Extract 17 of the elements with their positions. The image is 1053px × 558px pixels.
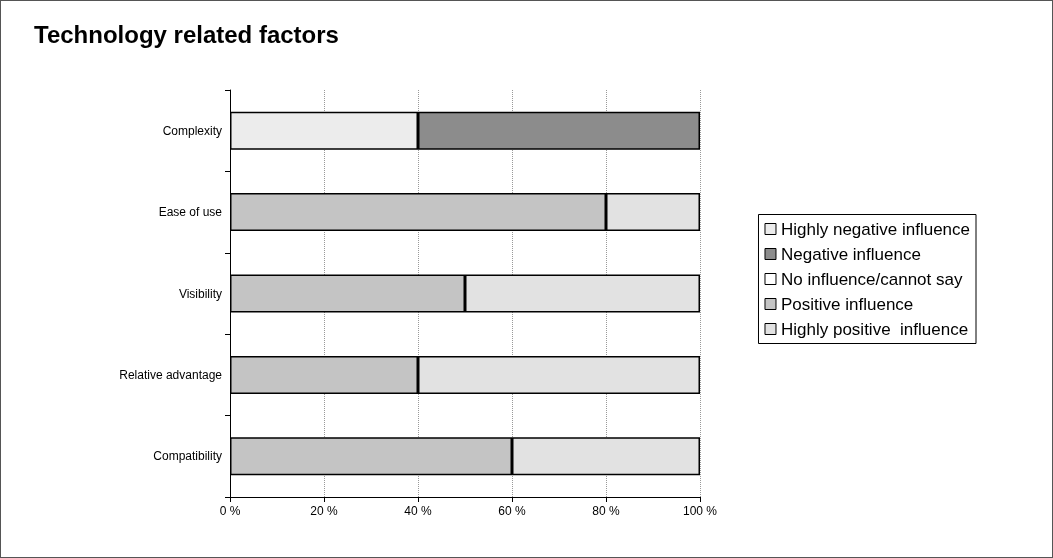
y-tick-label: Ease of use	[158, 205, 223, 220]
x-tick-label: 80 %	[592, 504, 620, 518]
y-tick-label: Relative advantage	[119, 367, 223, 382]
x-tick-label: 60 %	[498, 504, 526, 518]
y-tick-label: Compatibility	[153, 449, 222, 464]
legend-label: Positive influence	[780, 294, 914, 314]
x-tick-label: 20 %	[310, 504, 338, 518]
legend-label: Negative influence	[780, 244, 921, 264]
x-tick-label: 100 %	[682, 504, 718, 518]
y-tick-label: Visibility	[178, 286, 222, 301]
y-tick-label: Complexity	[162, 123, 222, 138]
legend-label: Highly positive influence	[780, 319, 969, 339]
chart-title: Technology related factors	[34, 20, 339, 48]
x-tick-label: 0 %	[219, 504, 241, 518]
legend-label: Highly negative influence	[780, 219, 971, 239]
x-tick-label: 40 %	[404, 504, 432, 518]
legend-label: No influence/cannot say	[780, 269, 963, 289]
